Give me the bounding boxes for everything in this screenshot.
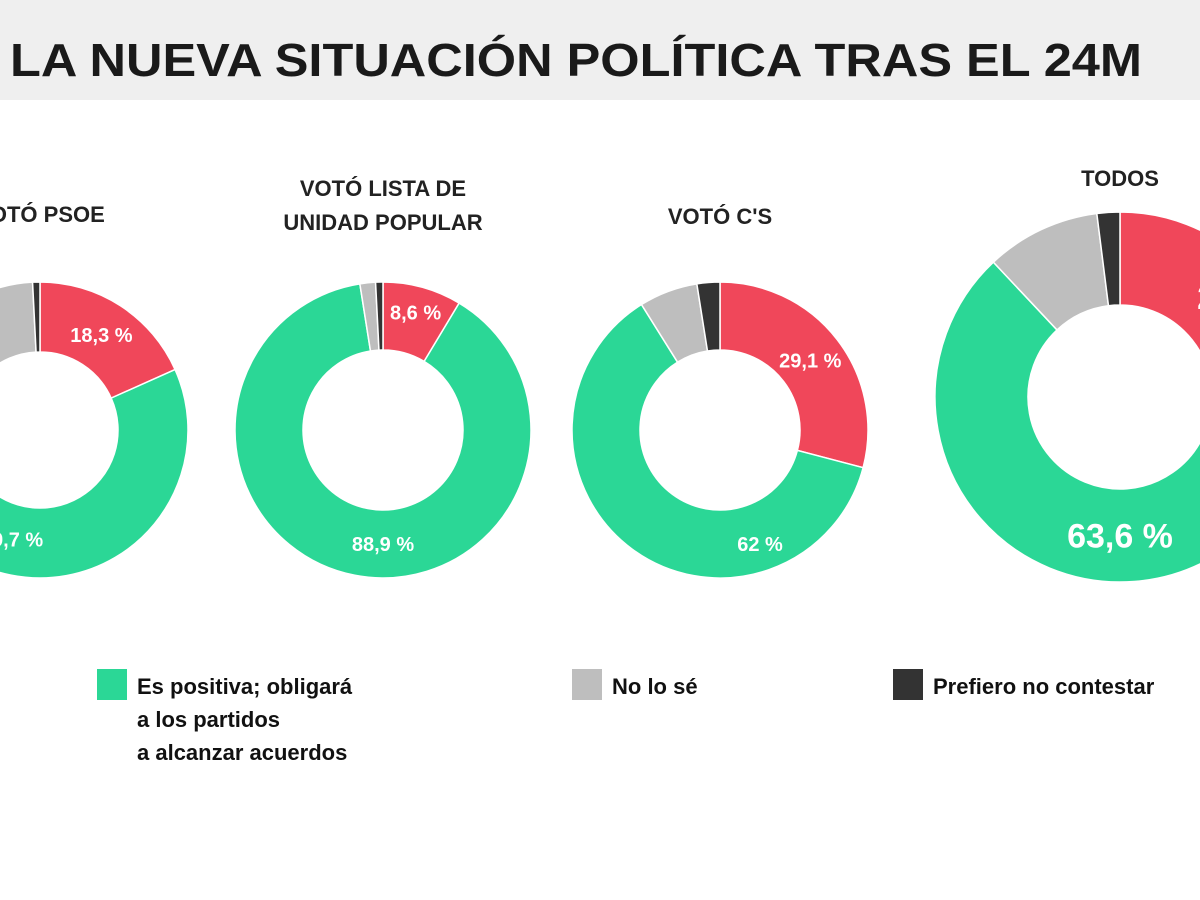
- slice-label-red: 8,6 %: [390, 302, 441, 324]
- legend-item-gray: No lo sé: [572, 669, 698, 700]
- legend-swatch: [97, 669, 127, 700]
- slice-green: [0, 368, 189, 579]
- legend-swatch: [572, 669, 602, 700]
- legend-label: a los partidos: [137, 707, 280, 732]
- donut-title: VOTÓ PSOE: [0, 202, 105, 227]
- slice-label-green: 88,9 %: [352, 534, 414, 556]
- page-title: LA NUEVA SITUACIÓN POLÍTICA TRAS EL 24M: [10, 34, 1142, 86]
- slice-label-red: 24: [1197, 279, 1200, 317]
- slice-label-red: 29,1 %: [779, 350, 841, 372]
- slice-label-green: 69,7 %: [0, 529, 43, 551]
- slice-label-green: 63,6 %: [1067, 517, 1173, 555]
- slice-green: [234, 282, 532, 579]
- donut-title: VOTÓ LISTA DE: [300, 176, 466, 201]
- legend-swatch: [893, 669, 923, 700]
- slice-dark: [695, 281, 721, 352]
- slice-red: [719, 281, 869, 469]
- legend-item-green: Es positiva; obligará a los partidos a alc…: [97, 669, 353, 765]
- slice-green: [571, 303, 865, 579]
- donut-0: VOTÓ PSOE 18,3 % 69,7 %: [0, 202, 189, 579]
- donut-1: VOTÓ LISTA DE UNIDAD POPULAR 8,6 % 88,9 %: [234, 176, 532, 579]
- donut-title: VOTÓ C'S: [668, 204, 772, 229]
- legend-item-dark: Prefiero no contestar: [893, 669, 1155, 700]
- donut-title: UNIDAD POPULAR: [283, 210, 482, 235]
- legend-label: No lo sé: [612, 674, 698, 699]
- slice-gray: [0, 281, 37, 364]
- donut-3: TODOS 24 63,6 %: [934, 166, 1200, 583]
- legend-label: Prefiero no contestar: [933, 674, 1155, 699]
- slice-dark: [1095, 211, 1121, 307]
- slice-dark: [31, 281, 41, 353]
- donut-title: TODOS: [1081, 166, 1159, 191]
- legend-label: a alcanzar acuerdos: [137, 740, 347, 765]
- donut-2: VOTÓ C'S 29,1 % 62 %: [571, 204, 869, 579]
- legend-label: Es positiva; obligará: [137, 674, 353, 699]
- slice-dark: [374, 281, 384, 351]
- slice-label-red: 18,3 %: [70, 325, 132, 347]
- slice-green: [934, 261, 1200, 583]
- title-band: [0, 0, 1200, 100]
- slice-red: [1119, 211, 1200, 354]
- slice-label-green: 62 %: [737, 534, 783, 556]
